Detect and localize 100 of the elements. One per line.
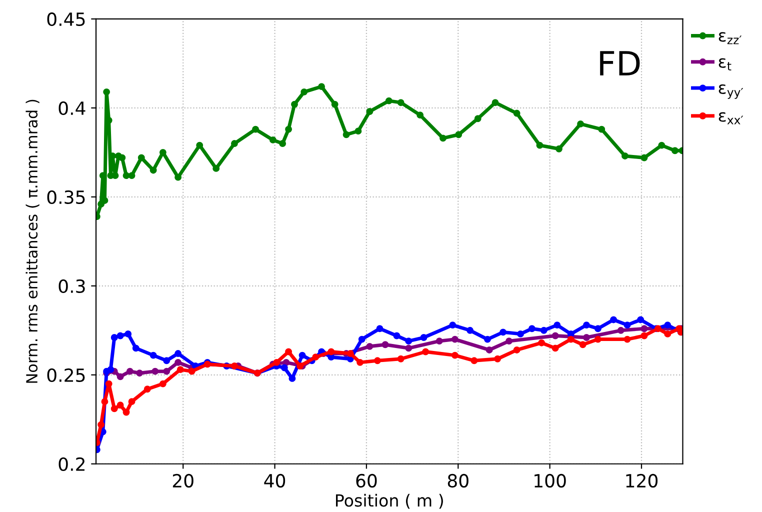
point <box>637 316 644 324</box>
point <box>622 152 628 160</box>
point <box>128 398 136 406</box>
point <box>567 336 574 343</box>
point <box>312 354 320 361</box>
point <box>174 350 182 357</box>
point <box>230 140 238 147</box>
point <box>397 99 404 106</box>
point <box>474 115 482 122</box>
annotation: FD <box>600 51 640 76</box>
point <box>594 325 602 332</box>
point <box>517 330 524 338</box>
legend-label: ε$_{yy′}$ <box>718 84 744 99</box>
point <box>128 172 136 180</box>
point <box>624 322 631 329</box>
x-tick-label: 40 <box>264 474 286 488</box>
y-axis-title: Norm. rms emittances ( π.mm.mrad ) <box>26 100 40 383</box>
point <box>279 140 286 147</box>
point <box>331 100 338 108</box>
point <box>577 120 584 128</box>
x-tick-label: 80 <box>448 474 468 488</box>
point <box>163 357 170 364</box>
point <box>451 336 458 343</box>
point <box>624 336 631 343</box>
point <box>513 110 520 117</box>
point <box>552 332 559 340</box>
point <box>610 316 618 324</box>
point <box>640 332 648 340</box>
point <box>163 368 170 375</box>
point <box>484 336 491 343</box>
point <box>354 128 362 135</box>
point <box>583 322 590 329</box>
point <box>455 131 462 138</box>
point <box>356 358 364 366</box>
point <box>318 83 326 90</box>
point <box>159 380 166 388</box>
point <box>470 357 478 364</box>
point <box>269 136 276 144</box>
point <box>554 322 561 329</box>
point <box>122 408 130 416</box>
point <box>486 346 493 354</box>
y-tick-label: 0.3 <box>58 279 85 294</box>
point <box>285 126 292 133</box>
point <box>540 326 548 334</box>
x-tick-label: 100 <box>534 474 566 488</box>
legend-label: ε$_{xx′}$ <box>718 112 744 124</box>
point <box>492 99 499 106</box>
y-tick-label: 0.2 <box>58 457 84 471</box>
point <box>188 368 196 375</box>
point <box>567 330 574 338</box>
point <box>126 368 134 375</box>
y-tick-label: 0.45 <box>47 12 85 26</box>
point <box>358 336 366 343</box>
point <box>122 172 130 180</box>
point <box>598 126 606 133</box>
point <box>376 325 384 332</box>
point <box>150 166 157 174</box>
point <box>105 380 112 388</box>
point <box>366 108 374 115</box>
legend-label: ε$_{zz′}$ <box>718 32 742 44</box>
point <box>174 174 182 181</box>
point <box>538 339 546 346</box>
point <box>552 344 559 352</box>
point <box>422 348 430 356</box>
point <box>346 350 354 357</box>
point <box>101 398 108 406</box>
point <box>513 346 520 354</box>
point <box>285 348 292 356</box>
point <box>382 341 389 348</box>
point <box>671 147 678 154</box>
x-tick-label: 20 <box>172 474 194 488</box>
point <box>144 386 151 393</box>
point <box>393 332 400 340</box>
point <box>124 330 132 338</box>
point <box>416 112 424 119</box>
point <box>556 145 562 152</box>
point <box>280 364 288 372</box>
point <box>374 357 381 364</box>
point <box>136 370 144 377</box>
point <box>385 97 392 104</box>
point <box>536 142 544 149</box>
point <box>300 88 308 96</box>
point <box>107 366 114 374</box>
point <box>298 352 306 359</box>
point <box>328 354 335 361</box>
point <box>449 322 456 329</box>
point <box>579 341 586 348</box>
point <box>436 338 443 345</box>
point <box>494 355 502 362</box>
point <box>440 134 446 142</box>
point <box>658 142 666 149</box>
point <box>342 131 350 138</box>
point <box>116 373 124 380</box>
point <box>212 164 220 172</box>
point <box>617 326 624 334</box>
point <box>230 362 238 370</box>
legend-label: ε$_{t}$ <box>718 58 732 70</box>
point <box>366 342 374 350</box>
point <box>118 154 126 162</box>
point <box>664 330 672 338</box>
